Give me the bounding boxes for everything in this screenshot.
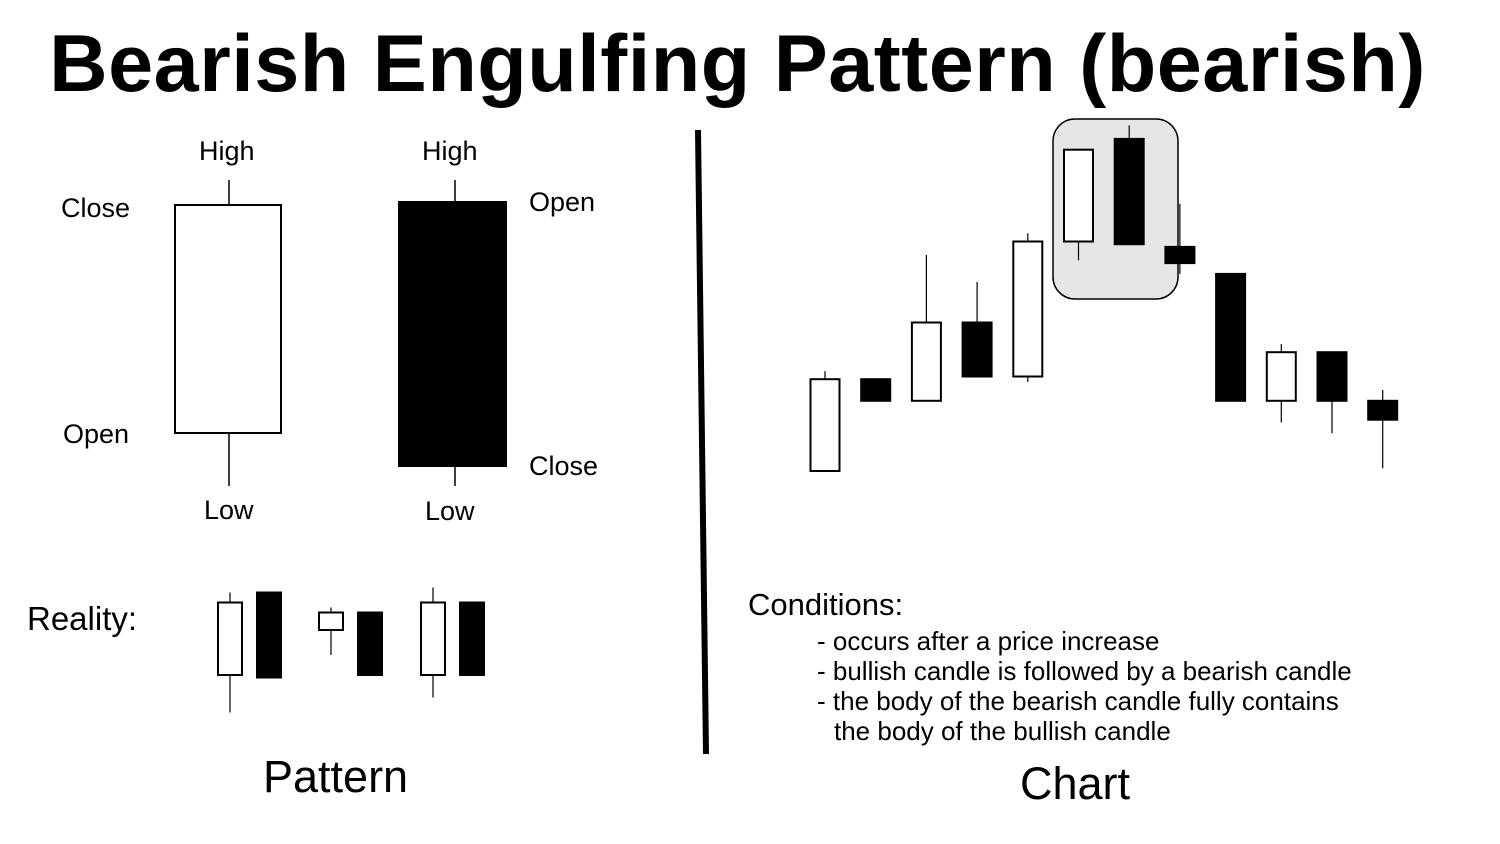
chart-candles	[809, 125, 1399, 473]
bull-close-label: Close	[61, 193, 131, 223]
chart-candle	[1063, 148, 1094, 261]
conditions-block: Conditions: - occurs after a price incre…	[748, 587, 1352, 747]
chart-candle	[1316, 351, 1348, 434]
condition-item: - occurs after a price increase	[817, 626, 1160, 656]
section-divider	[695, 129, 709, 755]
chart-candle-body	[1113, 137, 1145, 246]
pattern-caption: Pattern	[263, 751, 409, 802]
reality-candles	[217, 587, 485, 713]
chart-candle-body	[1316, 351, 1348, 402]
reality-candle	[318, 607, 344, 655]
chart-candle-body	[910, 321, 942, 402]
chart-candle	[1367, 390, 1399, 469]
condition-item-continuation: the body of the bullish candle	[834, 716, 1171, 746]
pattern-bullish-body	[174, 204, 282, 434]
chart-candle	[1012, 233, 1044, 382]
reality-candle-body	[420, 601, 446, 676]
chart-candle	[860, 378, 892, 402]
conditions-list: - occurs after a price increase - bullis…	[748, 626, 1352, 746]
bear-close-label: Close	[529, 451, 599, 481]
bull-low-label: Low	[204, 495, 254, 525]
chart-candle	[1215, 272, 1247, 402]
page-title: Bearish Engulfing Pattern (bearish)	[49, 19, 1426, 109]
reality-candle	[357, 611, 383, 676]
pattern-bullish-candle	[174, 180, 282, 486]
chart-candle-body	[1215, 272, 1247, 402]
chart-candle	[1113, 125, 1145, 246]
condition-item-text: - the body of the bearish candle fully c…	[817, 686, 1339, 716]
reality-candle	[256, 591, 282, 679]
pattern-bearish-candle	[398, 180, 507, 486]
reality-label: Reality:	[27, 600, 138, 637]
reality-candle-body	[357, 611, 383, 676]
reality-candle-body	[256, 591, 282, 679]
chart-candle-body	[860, 378, 892, 402]
chart-candle	[910, 255, 942, 402]
chart-candle-body	[1063, 148, 1094, 243]
reality-candle	[420, 587, 446, 698]
bear-low-label: Low	[425, 496, 475, 526]
bear-high-label: High	[422, 136, 478, 166]
conditions-heading: Conditions:	[748, 587, 904, 622]
bear-open-label: Open	[529, 187, 596, 217]
chart-candle-body	[1012, 240, 1044, 378]
chart-candle	[1164, 203, 1196, 274]
reality-candle-body	[318, 611, 344, 631]
bull-high-label: High	[199, 136, 255, 166]
pattern-bearish-body	[398, 201, 507, 467]
chart-candle-body	[1164, 245, 1196, 265]
reality-candle-body	[459, 601, 485, 676]
bull-open-label: Open	[63, 419, 130, 449]
chart-candle-body	[961, 321, 993, 378]
condition-item: - the body of the bearish candle fully c…	[817, 686, 1352, 746]
chart-candle-body	[1367, 399, 1399, 421]
chart-caption: Chart	[1020, 758, 1131, 809]
chart-candle	[809, 371, 841, 473]
reality-candle	[459, 601, 485, 676]
chart-candle-body	[1265, 351, 1297, 402]
reality-candle-body	[217, 601, 243, 676]
reality-candle	[217, 592, 243, 713]
condition-item: - bullish candle is followed by a bearis…	[817, 656, 1352, 686]
chart-candle	[961, 282, 993, 378]
chart-candle	[1265, 344, 1297, 423]
chart-candle-body	[809, 378, 841, 473]
